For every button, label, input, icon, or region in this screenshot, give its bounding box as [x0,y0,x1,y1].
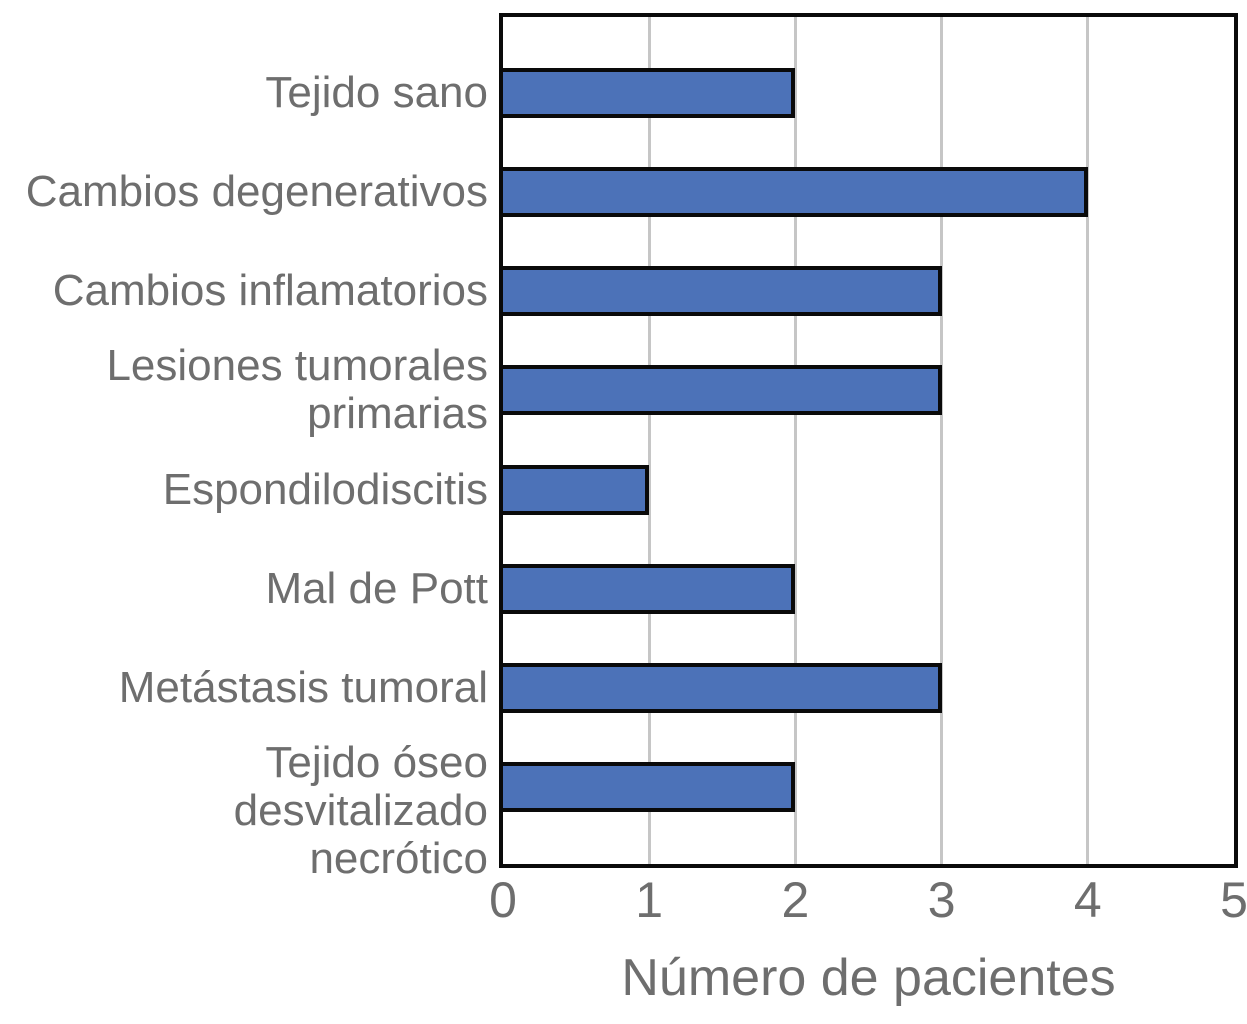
x-axis-ticks: 0 1 2 3 4 5 [489,872,1247,932]
gridline [793,17,797,864]
bar [499,167,1088,218]
x-tick-label: 3 [927,872,956,928]
y-axis-label: Cambios inflamatorios [52,266,488,316]
bar [499,761,796,812]
y-axis-labels: Tejido sano Cambios degenerativos Cambios … [0,17,488,883]
x-tick-label: 5 [1220,872,1247,928]
y-axis-label: Tejido óseo desvitalizado necrótico [233,737,488,883]
plot-area [499,13,1238,868]
gridline [647,17,651,864]
y-axis-label: Lesiones tumorales primarias [106,341,488,439]
x-tick-label: 1 [635,872,664,928]
y-axis-label: Metástasis tumoral [118,662,488,712]
gridline [940,17,944,864]
y-axis-label: Tejido sano [265,68,488,117]
bar [499,266,942,317]
x-tick-label: 2 [781,872,810,928]
bar [499,365,942,416]
y-axis-label: Espondilodiscitis [162,464,488,514]
x-axis-title: Número de pacientes [621,949,1116,1007]
x-tick-label: 4 [1073,872,1102,928]
bar [499,68,796,118]
bar [499,464,650,515]
bar [499,563,796,614]
y-axis-label: Mal de Pott [265,563,488,613]
y-axis-label: Cambios degenerativos [25,167,488,217]
x-tick-label: 0 [489,872,517,928]
gridline [1086,17,1090,864]
bar [499,662,942,713]
